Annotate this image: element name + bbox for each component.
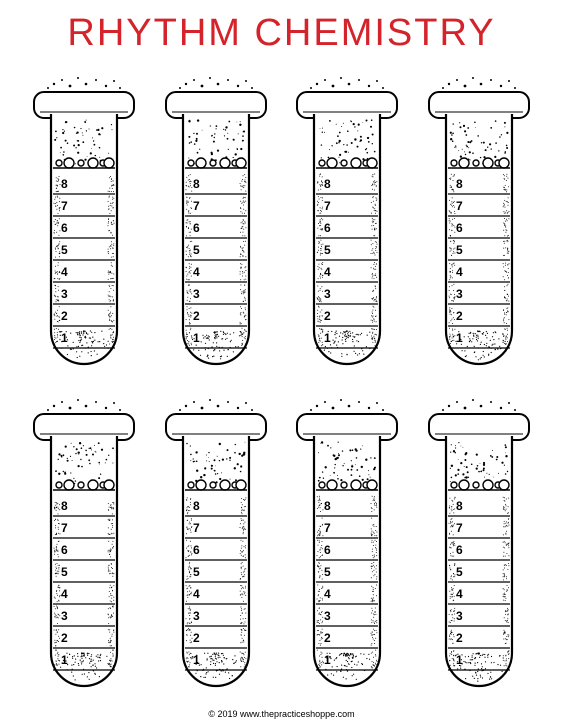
- svg-text:7: 7: [324, 199, 331, 213]
- svg-text:2: 2: [456, 631, 463, 645]
- svg-text:6: 6: [193, 221, 200, 235]
- svg-text:4: 4: [61, 587, 68, 601]
- svg-text:5: 5: [61, 565, 68, 579]
- svg-text:3: 3: [456, 287, 463, 301]
- svg-text:3: 3: [324, 287, 331, 301]
- svg-text:2: 2: [61, 631, 68, 645]
- test-tube: 8 7 6 5 4 3 2 1: [24, 396, 144, 696]
- svg-text:4: 4: [456, 265, 463, 279]
- svg-text:3: 3: [61, 287, 68, 301]
- svg-text:8: 8: [193, 499, 200, 513]
- svg-text:4: 4: [324, 587, 331, 601]
- tube-row: 87654321876543218765432187654321: [18, 396, 545, 696]
- svg-text:5: 5: [61, 243, 68, 257]
- svg-text:6: 6: [193, 543, 200, 557]
- svg-text:7: 7: [61, 199, 68, 213]
- svg-text:8: 8: [456, 177, 463, 191]
- svg-text:7: 7: [456, 199, 463, 213]
- svg-text:5: 5: [324, 243, 331, 257]
- svg-text:4: 4: [193, 587, 200, 601]
- svg-text:6: 6: [456, 221, 463, 235]
- svg-text:1: 1: [324, 331, 331, 345]
- svg-text:3: 3: [324, 609, 331, 623]
- test-tube: 87654321: [156, 396, 276, 696]
- test-tube: 8 7 6 5 4 3 2 1: [156, 74, 276, 374]
- svg-text:4: 4: [456, 587, 463, 601]
- svg-text:7: 7: [193, 521, 200, 535]
- svg-text:5: 5: [193, 565, 200, 579]
- svg-text:8: 8: [61, 177, 68, 191]
- svg-text:5: 5: [324, 565, 331, 579]
- svg-text:6: 6: [456, 543, 463, 557]
- worksheet-page: RHYTHM CHEMISTRY 87654321876543218765432…: [0, 0, 563, 727]
- svg-text:7: 7: [456, 521, 463, 535]
- svg-text:8: 8: [324, 177, 331, 191]
- svg-text:8: 8: [193, 177, 200, 191]
- svg-text:3: 3: [193, 287, 200, 301]
- svg-text:2: 2: [324, 631, 331, 645]
- svg-text:3: 3: [61, 609, 68, 623]
- test-tube: 8 7 6 5 4 3 2 1: [24, 74, 144, 374]
- test-tube: 8 7 6 5 4 3 2 1: [419, 74, 539, 374]
- svg-text:6: 6: [324, 221, 331, 235]
- svg-text:8: 8: [324, 499, 331, 513]
- svg-text:2: 2: [456, 309, 463, 323]
- svg-text:6: 6: [61, 221, 68, 235]
- svg-text:4: 4: [324, 265, 331, 279]
- svg-text:7: 7: [61, 521, 68, 535]
- svg-text:2: 2: [193, 309, 200, 323]
- svg-text:1: 1: [61, 653, 68, 667]
- svg-text:7: 7: [324, 521, 331, 535]
- tube-grid: 8 7 6 5 4 3 2 1 8 7 6 5 4 3 2 1 8 7 6 5 4 3 2 1 8 7 6 5 4 3 2 1 8 7 6 5 4 3 2 1…: [18, 63, 545, 707]
- test-tube: 8 7 6 5 4 3 2 1: [287, 74, 407, 374]
- svg-text:6: 6: [324, 543, 331, 557]
- svg-text:3: 3: [193, 609, 200, 623]
- svg-text:2: 2: [193, 631, 200, 645]
- svg-text:7: 7: [193, 199, 200, 213]
- test-tube: 87654321: [287, 396, 407, 696]
- tube-row: 8 7 6 5 4 3 2 1 8 7 6 5 4 3 2 1 8 7 6 5 4 3 2 1 8 7 6 5 4 3 2 1: [18, 74, 545, 374]
- svg-text:4: 4: [193, 265, 200, 279]
- svg-text:1: 1: [193, 331, 200, 345]
- svg-text:5: 5: [456, 243, 463, 257]
- svg-text:5: 5: [456, 565, 463, 579]
- svg-text:6: 6: [61, 543, 68, 557]
- copyright-footer: © 2019 www.thepracticeshoppe.com: [18, 707, 545, 719]
- svg-text:5: 5: [193, 243, 200, 257]
- svg-text:2: 2: [61, 309, 68, 323]
- svg-text:2: 2: [324, 309, 331, 323]
- svg-text:3: 3: [456, 609, 463, 623]
- svg-text:8: 8: [456, 499, 463, 513]
- svg-text:4: 4: [61, 265, 68, 279]
- test-tube: 87654321: [419, 396, 539, 696]
- svg-text:1: 1: [61, 331, 68, 345]
- page-title: RHYTHM CHEMISTRY: [18, 12, 545, 55]
- svg-text:8: 8: [61, 499, 68, 513]
- svg-text:1: 1: [456, 331, 463, 345]
